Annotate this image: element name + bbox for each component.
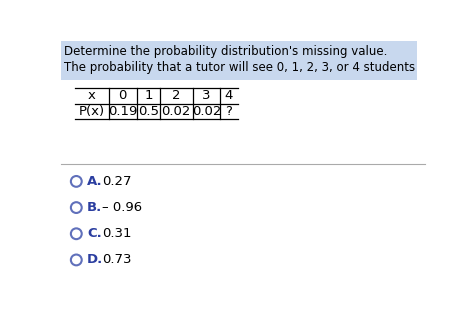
Text: 4: 4: [225, 89, 233, 102]
Text: 0.19: 0.19: [108, 105, 137, 118]
Text: 0.27: 0.27: [102, 175, 131, 188]
Text: A.: A.: [87, 175, 103, 188]
Text: 0.02: 0.02: [162, 105, 191, 118]
Text: 0.5: 0.5: [138, 105, 159, 118]
Text: 0: 0: [118, 89, 127, 102]
Text: C.: C.: [87, 227, 102, 240]
Text: 3: 3: [202, 89, 211, 102]
Text: B.: B.: [87, 201, 102, 214]
Text: x: x: [88, 89, 96, 102]
Text: 2: 2: [172, 89, 181, 102]
Text: 0.31: 0.31: [102, 227, 131, 240]
Text: 0.02: 0.02: [192, 105, 221, 118]
Text: D.: D.: [87, 254, 103, 266]
Text: 1: 1: [144, 89, 153, 102]
Text: 0.73: 0.73: [102, 254, 131, 266]
Text: The probability that a tutor will see 0, 1, 2, 3, or 4 students: The probability that a tutor will see 0,…: [64, 61, 415, 73]
Text: P(x): P(x): [79, 105, 105, 118]
Text: ?: ?: [226, 105, 232, 118]
Text: – 0.96: – 0.96: [102, 201, 142, 214]
FancyBboxPatch shape: [61, 41, 417, 80]
Text: Determine the probability distribution's missing value.: Determine the probability distribution's…: [64, 45, 387, 58]
